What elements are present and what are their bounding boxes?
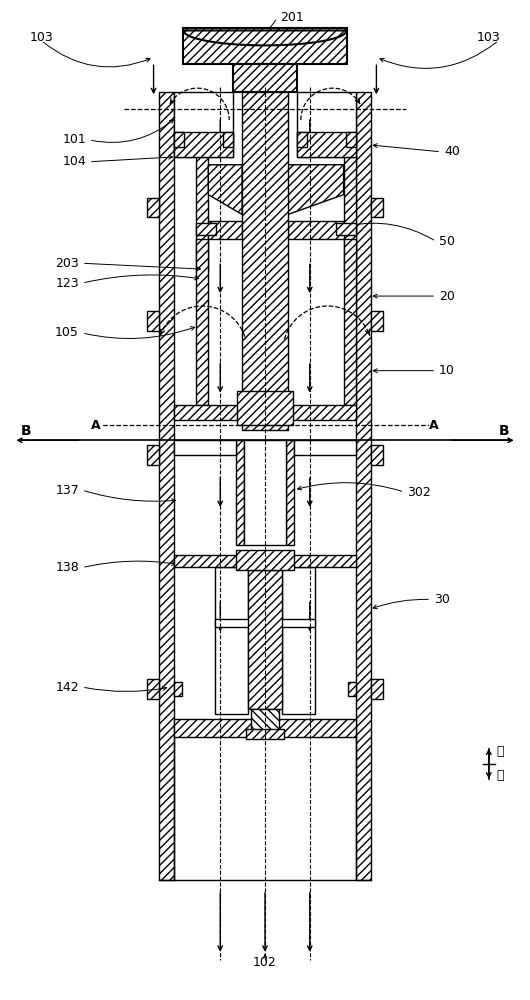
Bar (208, 221, 242, 239)
Bar (147, 679, 158, 699)
Bar (183, 28, 347, 64)
Text: 123: 123 (55, 277, 79, 290)
Bar (174, 555, 356, 567)
Text: B: B (498, 424, 509, 438)
Bar (196, 157, 208, 271)
Text: 103: 103 (477, 31, 501, 44)
Text: 103: 103 (29, 31, 53, 44)
Bar (215, 619, 315, 627)
Bar (215, 567, 248, 714)
Text: 20: 20 (439, 290, 455, 303)
Bar (174, 132, 184, 147)
Bar (282, 567, 315, 714)
Text: 10: 10 (439, 364, 455, 377)
Bar (288, 221, 343, 239)
Bar (158, 92, 174, 880)
Text: 104: 104 (62, 155, 86, 168)
Bar (147, 445, 158, 465)
Bar (242, 92, 288, 430)
Bar (356, 92, 372, 880)
Text: 30: 30 (434, 593, 450, 606)
Bar (244, 440, 286, 545)
Text: 105: 105 (55, 326, 79, 339)
Text: 下: 下 (497, 769, 504, 782)
Bar (237, 391, 293, 425)
Bar (372, 311, 383, 331)
Bar (286, 440, 294, 545)
Bar (236, 550, 294, 570)
Bar (174, 132, 233, 157)
Bar (147, 198, 158, 217)
Bar (343, 239, 356, 405)
Bar (372, 198, 383, 217)
Bar (147, 311, 158, 331)
Bar (346, 132, 356, 147)
Text: 201: 201 (280, 11, 304, 24)
Bar (297, 92, 356, 157)
Text: A: A (429, 419, 439, 432)
Text: 102: 102 (253, 956, 277, 969)
Text: A: A (91, 419, 101, 432)
Text: 302: 302 (407, 486, 431, 499)
Bar (174, 92, 233, 157)
Text: 50: 50 (439, 235, 455, 248)
Bar (372, 679, 383, 699)
Bar (233, 64, 297, 92)
Polygon shape (208, 165, 242, 215)
Text: 137: 137 (55, 484, 79, 497)
Bar (335, 223, 356, 235)
Bar (174, 405, 356, 420)
Text: 101: 101 (62, 133, 86, 146)
Text: 40: 40 (444, 145, 460, 158)
Bar (248, 570, 282, 709)
Bar (372, 445, 383, 465)
Bar (236, 440, 244, 545)
Bar (174, 440, 236, 455)
Text: 142: 142 (55, 681, 79, 694)
Bar (294, 440, 356, 455)
Bar (343, 157, 356, 271)
Text: 203: 203 (55, 257, 79, 270)
Bar (174, 719, 356, 737)
Text: 138: 138 (55, 561, 79, 574)
Bar (196, 239, 208, 405)
Bar (196, 223, 216, 235)
Text: B: B (21, 424, 32, 438)
Bar (297, 132, 307, 147)
Text: 上: 上 (497, 745, 504, 758)
Bar (246, 729, 284, 739)
Polygon shape (183, 30, 347, 45)
Bar (297, 132, 356, 157)
Bar (223, 132, 233, 147)
Bar (348, 682, 356, 696)
Bar (174, 682, 182, 696)
Bar (251, 709, 279, 734)
Polygon shape (288, 165, 343, 215)
